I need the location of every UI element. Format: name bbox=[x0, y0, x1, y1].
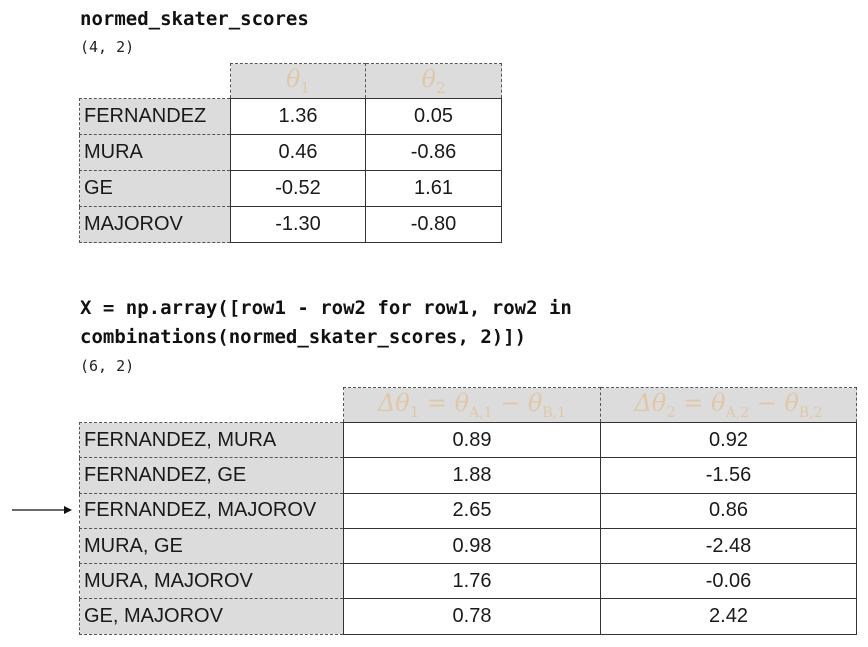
row-index: FERNANDEZ, GE bbox=[79, 457, 344, 494]
table-cell: 1.61 bbox=[365, 170, 502, 207]
table-cell: -2.48 bbox=[600, 527, 857, 565]
table-cell: 0.46 bbox=[230, 134, 366, 171]
table-row: MURA, GE 0.98 -2.48 bbox=[79, 527, 857, 565]
row-index: FERNANDEZ bbox=[79, 98, 231, 135]
table-cell: -0.06 bbox=[600, 563, 857, 600]
column-header-theta-2: θ2 bbox=[365, 63, 502, 99]
table-cell: 0.78 bbox=[343, 598, 601, 635]
table-cell: 1.88 bbox=[343, 457, 601, 494]
table-row: MURA, MAJOROV 1.76 -0.06 bbox=[79, 563, 857, 600]
row-index: FERNANDEZ, MURA bbox=[79, 421, 344, 459]
table-cell: 0.98 bbox=[343, 527, 601, 565]
table-row-highlighted: FERNANDEZ, MAJOROV 2.65 0.86 bbox=[79, 492, 857, 529]
table-cell: -0.86 bbox=[365, 134, 502, 171]
table-cell: 0.89 bbox=[343, 421, 601, 459]
column-header-theta-1: θ1 bbox=[230, 63, 366, 99]
table-row: GE -0.52 1.61 bbox=[79, 170, 502, 207]
row-index: GE, MAJOROV bbox=[79, 598, 344, 635]
code-label-2: X = np.array([row1 - row2 for row1, row2… bbox=[80, 294, 572, 352]
table-corner bbox=[80, 388, 344, 423]
row-index: MAJOROV bbox=[79, 206, 231, 243]
row-index: MURA bbox=[79, 134, 231, 171]
table-cell: 0.86 bbox=[600, 492, 857, 529]
column-header-delta-theta-2: Δθ2 = θA,2 − θB,2 bbox=[600, 387, 857, 423]
row-index: FERNANDEZ, MAJOROV bbox=[79, 492, 344, 529]
code-label-1: normed_skater_scores bbox=[80, 8, 309, 30]
table-row: FERNANDEZ, MURA 0.89 0.92 bbox=[79, 421, 857, 459]
row-index: MURA, MAJOROV bbox=[79, 563, 344, 600]
code-line-2: combinations(normed_skater_scores, 2)]) bbox=[80, 326, 527, 348]
table-cell: 1.76 bbox=[343, 563, 601, 600]
table-row: MAJOROV -1.30 -0.80 bbox=[79, 206, 502, 243]
table-row: MURA 0.46 -0.86 bbox=[79, 134, 502, 171]
shape-label-1: (4, 2) bbox=[80, 38, 135, 56]
table-cell: 2.65 bbox=[343, 492, 601, 529]
table-cell: -1.30 bbox=[230, 206, 366, 243]
table-cell: 0.92 bbox=[600, 421, 857, 459]
column-header-delta-theta-1: Δθ1 = θA,1 − θB,1 bbox=[343, 387, 601, 423]
table-cell: -0.80 bbox=[365, 206, 502, 243]
dataframe-table-2: Δθ1 = θA,1 − θB,1 Δθ2 = θA,2 − θB,2 FERN… bbox=[79, 387, 857, 635]
row-index: MURA, GE bbox=[79, 527, 344, 565]
table-corner bbox=[80, 64, 231, 99]
table-cell: 2.42 bbox=[600, 598, 857, 635]
table-row: FERNANDEZ 1.36 0.05 bbox=[79, 98, 502, 135]
table-cell: -1.56 bbox=[600, 457, 857, 494]
table-cell: 0.05 bbox=[365, 98, 502, 135]
table-cell: -0.52 bbox=[230, 170, 366, 207]
code-line-1: X = np.array([row1 - row2 for row1, row2… bbox=[80, 297, 572, 319]
arrow-right-icon bbox=[12, 506, 72, 514]
table-row: GE, MAJOROV 0.78 2.42 bbox=[79, 598, 857, 635]
table-row: FERNANDEZ, GE 1.88 -1.56 bbox=[79, 457, 857, 494]
row-index: GE bbox=[79, 170, 231, 207]
table-cell: 1.36 bbox=[230, 98, 366, 135]
dataframe-table-1: θ1 θ2 FERNANDEZ 1.36 0.05 MURA 0.46 -0.8… bbox=[79, 63, 502, 243]
shape-label-2: (6, 2) bbox=[80, 357, 135, 375]
